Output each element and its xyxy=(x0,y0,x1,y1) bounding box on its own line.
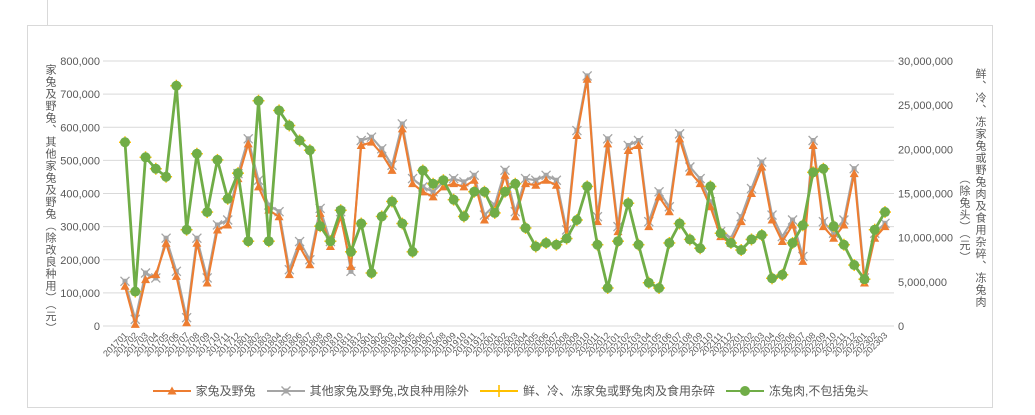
spreadsheet-gridline xyxy=(47,0,48,26)
right-axis-title-main: 鲜、冷、冻家兔或野兔肉及食用杂碎、冻兔肉 xyxy=(974,68,986,308)
left-axis-tick-label: 100,000 xyxy=(60,288,100,300)
right-axis-title: （除兔头）（元） 鲜、冷、冻家兔或野兔肉及食用杂碎、冻兔肉 xyxy=(956,68,988,368)
legend-triangle-icon xyxy=(152,386,191,394)
right-axis-tick-label: 20,000,000 xyxy=(898,144,953,156)
right-axis-tick-label: 30,000,000 xyxy=(898,56,953,68)
right-axis-tick-label: 0 xyxy=(898,321,904,333)
chart-legend: 家兔及野兔 其他家兔及野兔,改良种用除外 鲜、冷、冻家兔或野兔肉及食用杂碎 冻兔肉,不… xyxy=(28,382,992,399)
right-axis-tick-label: 10,000,000 xyxy=(898,233,953,245)
legend-item[interactable]: 家兔及野兔 xyxy=(152,382,256,399)
legend-item[interactable]: 其他家兔及野兔,改良种用除外 xyxy=(266,382,469,399)
left-axis-tick-label: 200,000 xyxy=(60,255,100,267)
right-axis-tick-label: 5,000,000 xyxy=(898,277,947,289)
x-axis-labels: 2017012017022017032017042017052017062017… xyxy=(101,330,889,358)
legend-label: 家兔及野兔 xyxy=(195,384,256,398)
left-axis-title: 家兔及野兔、其他家兔及野兔（除改良种用）（元） xyxy=(44,64,56,335)
legend-item[interactable]: 冻兔肉,不包括兔头 xyxy=(725,382,868,399)
series-triangle xyxy=(120,74,890,328)
legend-label: 冻兔肉,不包括兔头 xyxy=(769,384,869,398)
left-axis-tick-label: 300,000 xyxy=(60,222,100,234)
left-axis-tick-label: 400,000 xyxy=(60,189,100,201)
legend-x-square-icon xyxy=(266,385,305,396)
chart-object[interactable]: 0 100,000 200,000 300,000 400,000 500,000 600,… xyxy=(27,25,993,408)
left-axis-tick-label: 0 xyxy=(94,321,100,333)
legend-item[interactable]: 鲜、冷、冻家兔或野兔肉及食用杂碎 xyxy=(479,382,715,399)
left-axis-tick-label: 800,000 xyxy=(60,56,100,68)
left-axis-tick-label: 700,000 xyxy=(60,89,100,101)
legend-label: 其他家兔及野兔,改良种用除外 xyxy=(309,384,469,398)
left-axis-tick-label: 600,000 xyxy=(60,122,100,134)
gridlines: 0 100,000 200,000 300,000 400,000 500,000 600,… xyxy=(60,56,953,333)
legend-circle-icon xyxy=(726,385,765,396)
right-axis-tick-label: 15,000,000 xyxy=(898,189,953,201)
right-axis-tick-label: 25,000,000 xyxy=(898,100,953,112)
left-axis-tick-label: 500,000 xyxy=(60,155,100,167)
plot-area: 0 100,000 200,000 300,000 400,000 500,000 600,… xyxy=(60,56,953,359)
legend-label: 鲜、冷、冻家兔或野兔肉及食用杂碎 xyxy=(523,384,716,398)
legend-plus-icon xyxy=(480,384,518,397)
right-axis-title-sub: （除兔头）（元） xyxy=(958,172,970,264)
series-circle xyxy=(120,80,890,297)
